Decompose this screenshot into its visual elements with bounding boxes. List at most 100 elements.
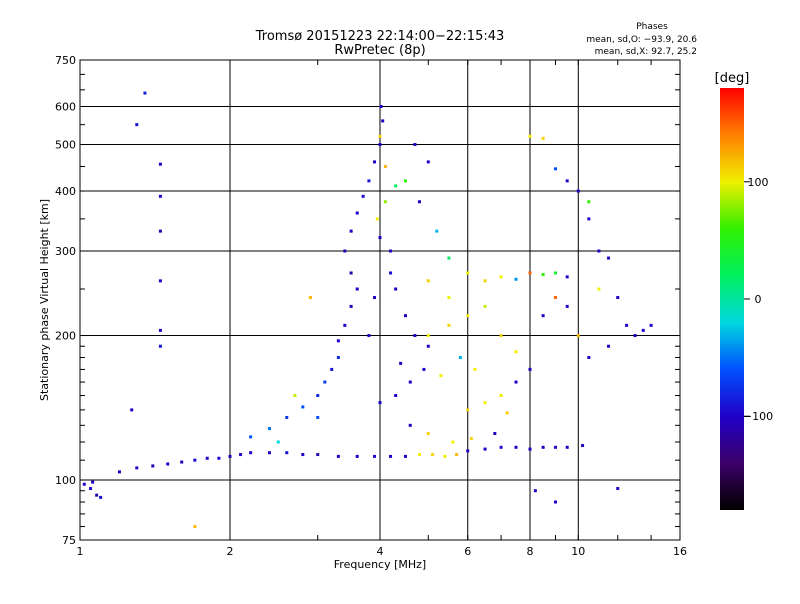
- data-point: [466, 271, 470, 275]
- data-point: [505, 411, 509, 415]
- data-point: [533, 489, 537, 493]
- data-point: [493, 432, 497, 436]
- data-point: [135, 466, 139, 470]
- x-tick-label: 10: [571, 545, 585, 558]
- data-point: [89, 487, 93, 491]
- data-point: [381, 119, 385, 123]
- data-point: [349, 229, 353, 233]
- data-point: [426, 344, 430, 348]
- data-point: [466, 449, 470, 453]
- data-point: [375, 217, 379, 221]
- data-point: [205, 456, 209, 460]
- data-point: [447, 323, 451, 327]
- data-point: [267, 451, 271, 455]
- data-point: [408, 423, 412, 427]
- data-point: [336, 355, 340, 359]
- x-tick-label: 6: [464, 545, 471, 558]
- data-point: [439, 374, 443, 378]
- y-tick-label: 100: [55, 474, 76, 487]
- data-point: [625, 323, 629, 327]
- y-tick-label: 600: [55, 101, 76, 114]
- data-point: [301, 405, 305, 409]
- data-point: [293, 394, 297, 398]
- chart-subtitle: RwPretec (8p): [334, 43, 425, 58]
- phases-line-x: mean, sd,X: 92.7, 25.2: [595, 47, 697, 57]
- chart-title: Tromsø 20151223 22:14:00−22:15:43: [255, 29, 505, 44]
- data-point: [378, 401, 382, 405]
- data-point: [587, 355, 591, 359]
- data-point: [82, 482, 86, 486]
- data-point: [403, 454, 407, 458]
- data-point: [355, 454, 359, 458]
- data-point: [151, 464, 155, 468]
- data-point: [616, 296, 620, 300]
- data-point: [426, 432, 430, 436]
- colorbar-label: [deg]: [715, 71, 750, 86]
- data-point: [379, 105, 383, 109]
- data-point: [431, 453, 435, 457]
- colorbar-tick-label: 0: [755, 293, 762, 306]
- data-point: [565, 179, 569, 183]
- data-point: [355, 287, 359, 291]
- y-tick-label: 400: [55, 185, 76, 198]
- data-point: [417, 453, 421, 457]
- data-point: [180, 460, 184, 464]
- data-point: [158, 229, 162, 233]
- colorbar-tick-label: −100: [743, 410, 773, 423]
- data-point: [541, 314, 545, 318]
- data-point: [99, 495, 103, 499]
- data-point: [378, 143, 382, 147]
- x-axis-ticks: 1 2 4 6 8 10 16: [77, 60, 687, 558]
- y-axis-label: Stationary phase Virtual Height [km]: [38, 199, 51, 401]
- data-point: [301, 453, 305, 457]
- data-point: [373, 296, 377, 300]
- data-point: [389, 271, 393, 275]
- data-point: [336, 339, 340, 343]
- data-point: [117, 470, 121, 474]
- data-point: [553, 296, 557, 300]
- data-point: [343, 323, 347, 327]
- y-tick-label: 300: [55, 245, 76, 258]
- phases-heading: Phases: [636, 22, 668, 32]
- data-point: [616, 487, 620, 491]
- data-point: [403, 179, 407, 183]
- data-point: [597, 287, 601, 291]
- data-point: [514, 350, 518, 354]
- y-tick-label: 200: [55, 330, 76, 343]
- data-point: [378, 134, 382, 138]
- data-point: [373, 454, 377, 458]
- data-point: [323, 380, 327, 384]
- data-point: [581, 444, 585, 448]
- data-point: [528, 271, 532, 275]
- data-point: [403, 314, 407, 318]
- x-tick-label: 2: [227, 545, 234, 558]
- data-point: [483, 279, 487, 283]
- data-point: [285, 415, 289, 419]
- data-point: [426, 160, 430, 164]
- data-point: [413, 143, 417, 147]
- data-point: [417, 200, 421, 204]
- data-point: [378, 236, 382, 240]
- data-point: [217, 456, 221, 460]
- data-point: [649, 323, 653, 327]
- data-point: [413, 334, 417, 338]
- data-point: [641, 328, 645, 332]
- colorbar-tick-label: 100: [748, 176, 769, 189]
- data-point: [633, 334, 637, 338]
- data-point: [455, 453, 459, 457]
- data-point: [316, 394, 320, 398]
- data-point: [91, 480, 95, 484]
- data-point: [367, 334, 371, 338]
- data-point: [389, 249, 393, 253]
- y-tick-label: 750: [55, 54, 76, 67]
- data-point: [426, 334, 430, 338]
- data-point: [349, 271, 353, 275]
- data-point: [553, 167, 557, 171]
- data-point: [435, 229, 439, 233]
- data-point: [343, 249, 347, 253]
- y-axis-ticks: 75 100 200 300 400 500 600 750: [55, 54, 680, 547]
- data-point: [367, 179, 371, 183]
- data-point: [373, 160, 377, 164]
